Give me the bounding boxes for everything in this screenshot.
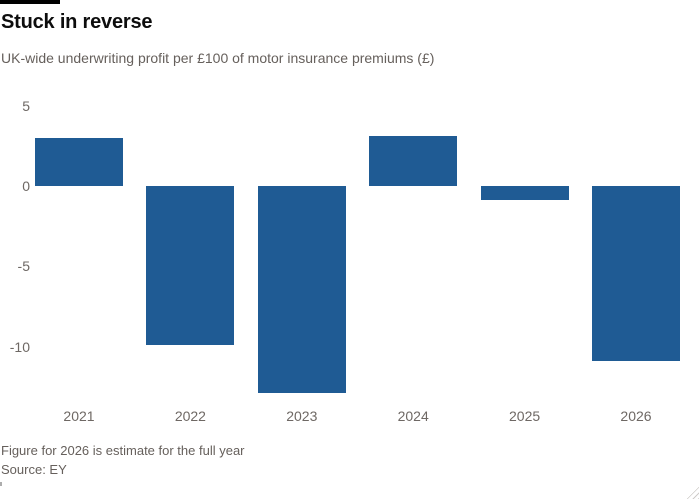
stray-glyph-artifact — [0, 482, 2, 486]
bar-2026 — [592, 186, 680, 361]
x-axis-label-2023: 2023 — [286, 408, 318, 424]
chart-subtitle: UK-wide underwriting profit per £100 of … — [1, 50, 435, 66]
chart-footer: Figure for 2026 is estimate for the full… — [1, 441, 245, 479]
y-axis-tick-label: 5 — [22, 97, 30, 114]
x-axis-label-2021: 2021 — [63, 408, 95, 424]
bar-2022 — [146, 186, 235, 345]
x-axis-label-2022: 2022 — [174, 408, 206, 424]
title-rule — [0, 0, 60, 4]
bar-2021 — [35, 137, 123, 186]
bar-2025 — [480, 186, 569, 201]
x-axis-label-2024: 2024 — [397, 408, 429, 424]
y-axis-tick-label: 0 — [22, 178, 30, 194]
y-axis-tick-label: -5 — [17, 258, 30, 275]
chart-note: Figure for 2026 is estimate for the full… — [1, 443, 245, 458]
y-axis-tick-label: -10 — [9, 338, 30, 355]
x-axis-label-2025: 2025 — [509, 408, 541, 424]
bar-2024 — [369, 136, 458, 186]
chart-title: Stuck in reverse — [1, 11, 153, 33]
x-axis-label-2026: 2026 — [620, 408, 652, 424]
chart-source: Source: EY — [1, 462, 67, 477]
bar-2023 — [257, 186, 346, 394]
